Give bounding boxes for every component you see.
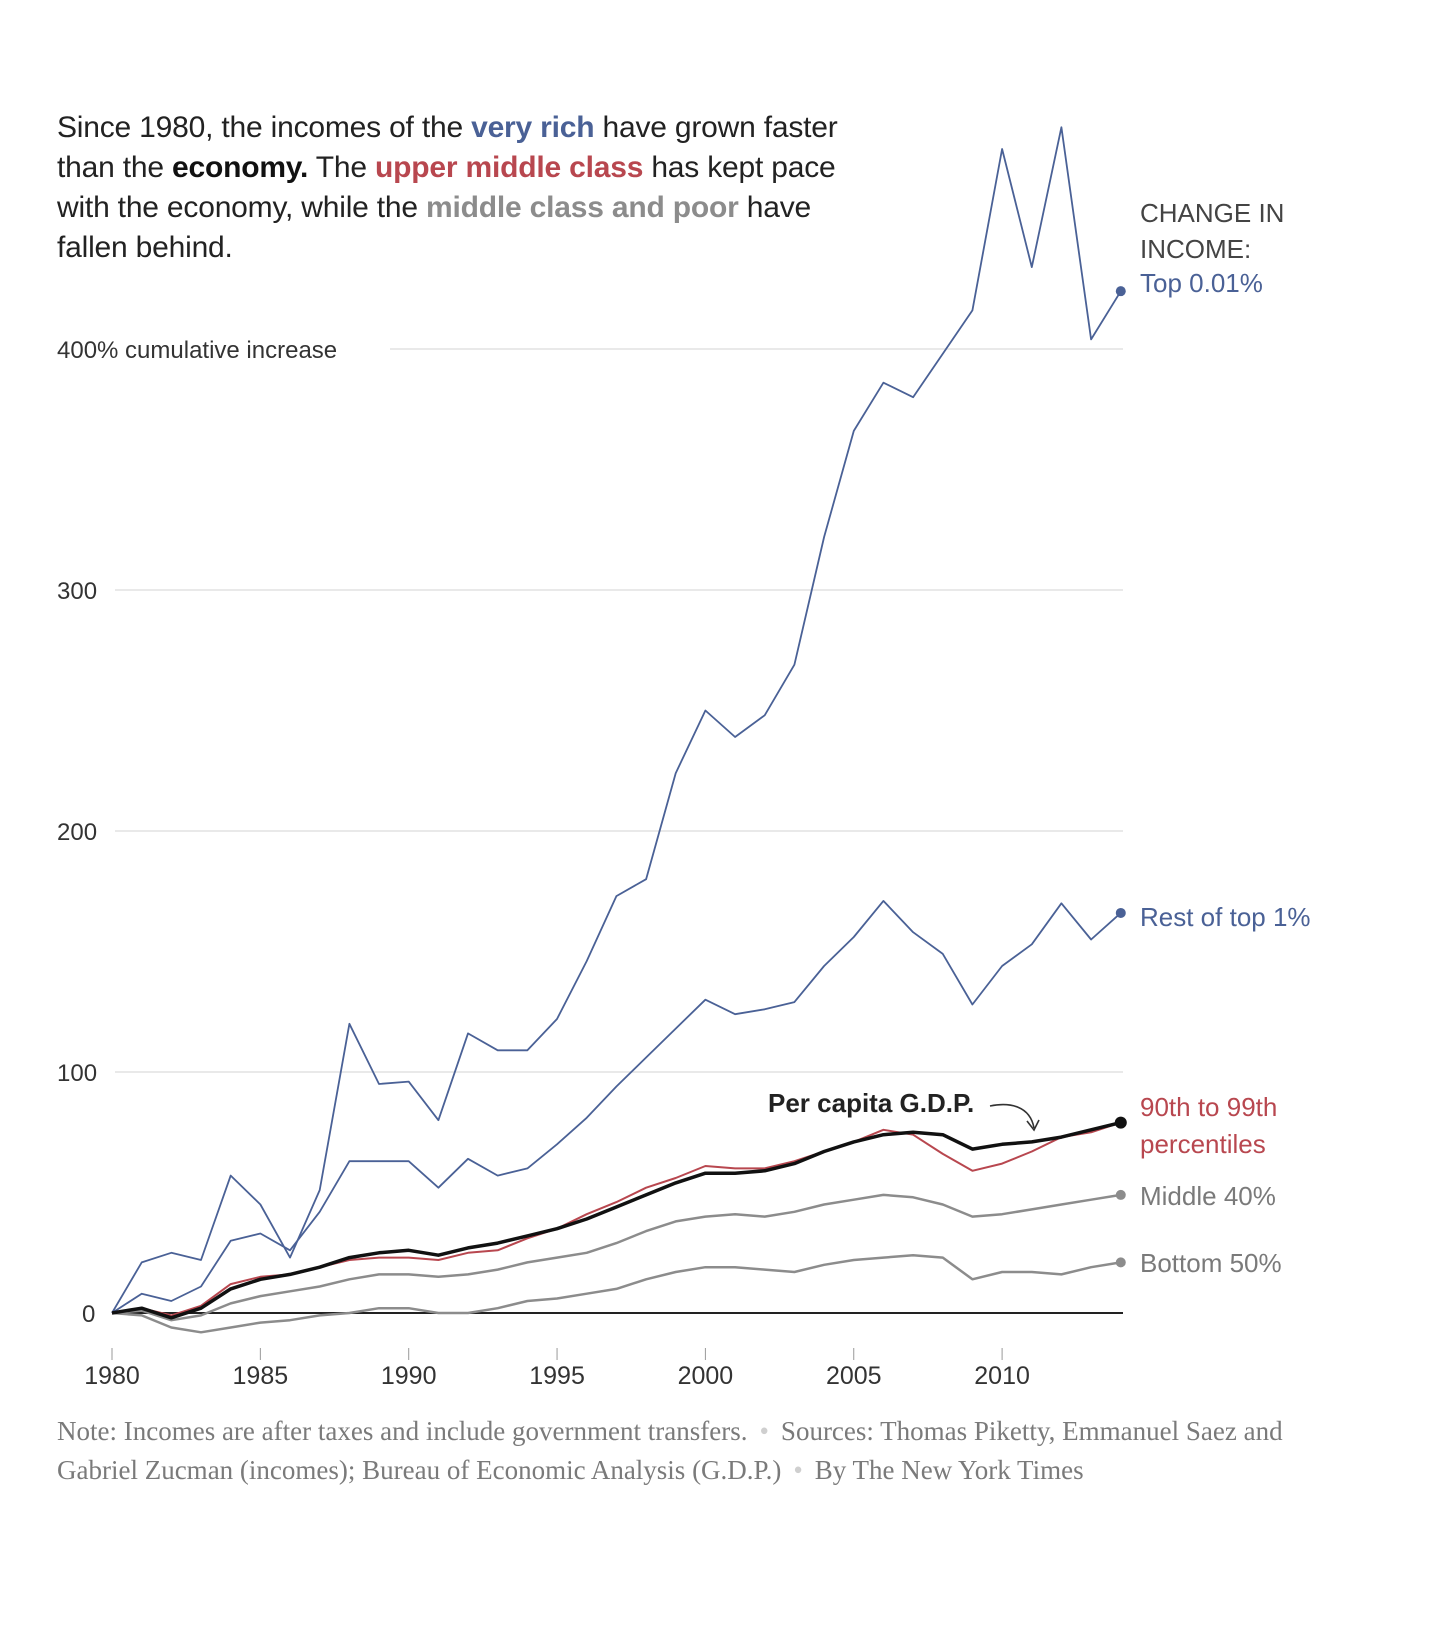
series-label-bot50: Bottom 50% [1140,1248,1282,1278]
chart-footer: Note: Incomes are after taxes and includ… [57,1412,1337,1490]
series-line-gdp [111,1120,1122,1320]
arrow-head-icon [1026,1119,1040,1132]
y-tick-label: 200 [57,819,97,846]
x-tick-label: 2005 [826,1362,882,1390]
series-endpoint-rest1 [1115,907,1126,918]
series-line-bot50 [111,1253,1121,1334]
x-tick-label: 1980 [84,1362,140,1390]
y-tick-label: 300 [57,578,97,605]
annotation-arrow [989,1103,1035,1129]
headline-text: have fallen behind. [57,191,811,264]
gridlines [115,348,1123,1073]
series-endpoint-mid40 [1115,1189,1126,1200]
chart-headline: Since 1980, the incomes of the very rich… [57,108,857,268]
headline-very-rich: very rich [471,111,595,144]
y-tick-label: 400% cumulative increase [57,337,337,364]
footer-sources: Sources: Thomas Piketty, Emmanuel Saez a… [57,1416,1283,1485]
headline-text: have grown faster than the [57,111,838,184]
gdp-annotation: Per capita G.D.P. [768,1088,974,1118]
y-tick-label: 0 [82,1301,95,1328]
y-tick-label: 100 [57,1060,97,1087]
x-tick-label: 1995 [529,1362,585,1390]
series-line-top001 [111,126,1122,1314]
series-labels: Top 0.01% Rest of top 1% 90th to 99th perce… [1140,268,1311,1278]
series-label-mid40: Middle 40% [1140,1181,1276,1211]
series-line-mid40 [111,1193,1121,1322]
x-axis: 1980 1985 1990 1995 2000 2005 2010 [84,1312,1123,1390]
legend-title: CHANGE IN [1140,198,1284,228]
y-axis-ticks: 0 100 200 300 400% cumulative increase [57,337,337,1328]
series-label-p90: 90th to 99th [1140,1092,1277,1122]
x-tick-label: 2000 [678,1362,734,1390]
legend-title: INCOME: [1140,234,1251,264]
separator-dot: • [793,1455,803,1485]
x-tick-label: 1985 [233,1362,289,1390]
series-endpoint-bot50 [1115,1257,1126,1268]
footer-byline: By The New York Times [814,1455,1084,1485]
series-line-p90 [111,1121,1122,1317]
headline-middle-poor: middle class and poor [426,191,739,224]
footer-note: Note: Incomes are after taxes and includ… [57,1416,748,1446]
series-label-rest1: Rest of top 1% [1140,902,1311,932]
headline-text: has kept pace with the economy, while th… [57,151,836,224]
headline-upper-middle: upper middle class [375,151,644,184]
series-lines [111,126,1127,1334]
headline-text: The [308,151,376,184]
series-endpoint-top001 [1115,286,1126,297]
series-endpoint-gdp [1114,1116,1127,1129]
headline-economy: economy. [171,151,309,184]
x-tick-label: 1990 [381,1362,437,1390]
series-line-rest1 [111,900,1122,1314]
series-label-top001: Top 0.01% [1140,268,1263,298]
headline-text: Since 1980, the incomes of the [57,111,472,144]
series-label-p90: percentiles [1140,1129,1266,1159]
separator-dot: • [759,1416,769,1446]
x-tick-label: 2010 [974,1362,1030,1390]
